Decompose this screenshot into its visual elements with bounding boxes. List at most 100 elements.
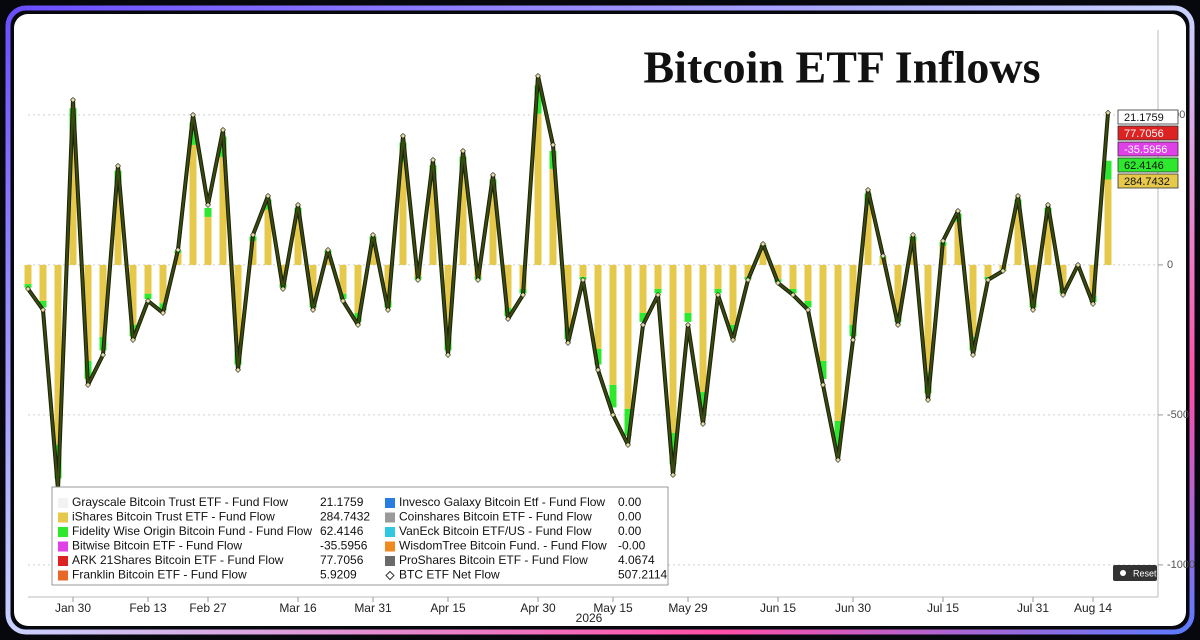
bar xyxy=(459,173,467,265)
net-flow-point xyxy=(625,441,631,448)
value-box xyxy=(1117,141,1179,157)
y-tick-label: -1000 xyxy=(1167,559,1195,571)
x-tick-label: Apr 30 xyxy=(520,601,556,615)
legend-value: 62.4146 xyxy=(320,524,364,538)
x-tick-label: Jul 31 xyxy=(1017,601,1049,615)
reset-label[interactable]: Reset xyxy=(1133,568,1157,578)
reset-button-bg[interactable] xyxy=(1113,565,1157,581)
net-flow-point xyxy=(415,276,421,283)
bar xyxy=(639,312,647,322)
legend-value: -35.5956 xyxy=(320,539,368,553)
net-flow-point xyxy=(280,285,286,292)
bar xyxy=(504,264,512,309)
bar xyxy=(774,264,782,280)
bar xyxy=(384,264,392,301)
bar xyxy=(684,264,692,313)
x-tick-label: Jul 15 xyxy=(927,601,959,615)
net-flow-point xyxy=(1045,201,1051,208)
bar xyxy=(39,300,47,308)
bar xyxy=(84,264,92,361)
x-tick-label: Jun 15 xyxy=(760,601,796,615)
bar xyxy=(564,264,572,328)
bar xyxy=(429,180,437,265)
bar xyxy=(594,348,602,365)
bar xyxy=(1104,179,1112,265)
bar xyxy=(1059,264,1067,289)
bar xyxy=(834,420,842,451)
net-flow-point xyxy=(130,336,136,343)
bar xyxy=(624,264,632,409)
legend-value: 5.9209 xyxy=(320,568,357,582)
reset-icon[interactable] xyxy=(1120,570,1126,576)
bar xyxy=(99,264,107,337)
x-tick-label: Jun 30 xyxy=(835,601,871,615)
bar xyxy=(114,185,122,265)
net-flow-point xyxy=(985,276,991,283)
x-tick-label: May 29 xyxy=(668,601,708,615)
net-flow-point xyxy=(445,351,451,358)
net-flow-point xyxy=(295,201,301,208)
net-flow-point xyxy=(655,291,661,298)
legend-icon xyxy=(58,512,68,523)
bar xyxy=(699,264,707,393)
legend-label: ProShares Bitcoin ETF - Fund Flow xyxy=(399,553,588,567)
value-box xyxy=(1117,173,1179,189)
bar xyxy=(744,264,752,277)
net-flow-point xyxy=(235,366,241,373)
bar xyxy=(864,204,872,265)
net-flow-point xyxy=(1030,306,1036,313)
net-flow-point xyxy=(805,306,811,313)
legend-label: Invesco Galaxy Bitcoin Etf - Fund Flow xyxy=(399,495,605,509)
bar xyxy=(924,264,932,373)
x-tick-label: Mar 16 xyxy=(279,601,317,615)
bar xyxy=(189,122,197,145)
net-flow-point xyxy=(535,72,541,79)
net-flow-point xyxy=(1015,192,1021,199)
y-tick-label: -500 xyxy=(1167,409,1189,421)
bar xyxy=(609,384,617,408)
reset-button[interactable]: Reset xyxy=(1113,565,1157,581)
net-flow-point xyxy=(205,201,211,208)
bar xyxy=(534,113,542,265)
net-flow-point xyxy=(970,351,976,358)
bar xyxy=(894,264,902,313)
legend-icon xyxy=(385,498,395,508)
lines xyxy=(25,72,1111,493)
net-flow-point xyxy=(1090,300,1096,307)
value-box-label: 21.1759 xyxy=(1124,112,1164,124)
legend-label: BTC ETF Net Flow xyxy=(399,568,500,582)
bar xyxy=(579,264,587,277)
bar xyxy=(804,300,812,308)
bar xyxy=(279,264,287,285)
net-flow-point xyxy=(595,366,601,373)
value-box-label: -35.5956 xyxy=(1124,144,1167,156)
net-flow-point xyxy=(640,321,646,328)
net-flow-point xyxy=(820,381,826,388)
bar xyxy=(849,264,857,325)
chart-title: Bitcoin ETF Inflows xyxy=(643,42,1040,93)
net-flow-point xyxy=(880,252,886,259)
legend-label: Franklin Bitcoin ETF - Fund Flow xyxy=(72,568,247,582)
net-flow-point xyxy=(505,315,511,322)
net-flow-point xyxy=(745,276,751,283)
bar xyxy=(1029,264,1037,301)
bar xyxy=(654,264,662,289)
legend-icon xyxy=(58,556,68,566)
bar xyxy=(729,264,737,325)
bar xyxy=(24,264,32,285)
legend-value: 0.00 xyxy=(618,495,642,509)
bar xyxy=(624,408,632,436)
bar xyxy=(369,240,377,265)
net-flow-point xyxy=(775,279,781,286)
x-tick-label: May 15 xyxy=(593,601,633,615)
bar xyxy=(669,432,677,465)
bar xyxy=(54,264,62,445)
bar xyxy=(819,264,827,361)
legend-icon xyxy=(385,556,395,566)
bar xyxy=(789,288,797,294)
bar xyxy=(144,293,152,300)
bar xyxy=(219,156,227,265)
bar xyxy=(789,264,797,289)
net-flow-point xyxy=(550,141,556,148)
